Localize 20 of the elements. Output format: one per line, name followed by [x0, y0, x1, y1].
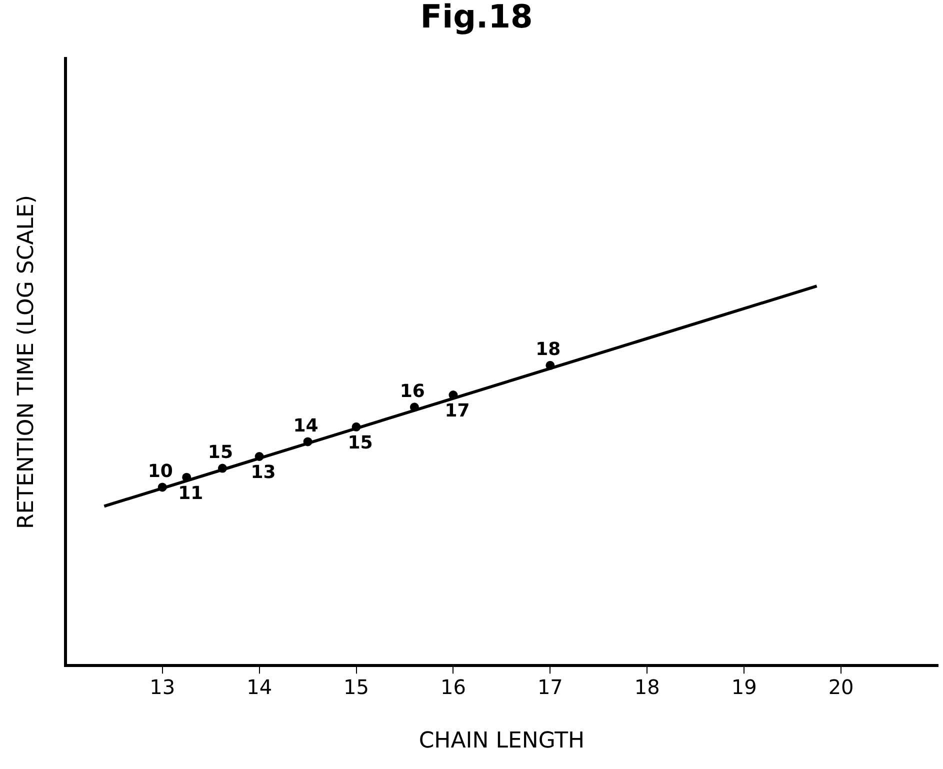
- annotation: 17: [444, 400, 470, 422]
- annotation: 16: [400, 380, 425, 402]
- annotation: 10: [148, 460, 173, 482]
- y-axis-title: RETENTION TIME (LOG SCALE): [14, 194, 39, 530]
- annotation: 14: [293, 415, 318, 436]
- x-tick-label: 16: [440, 674, 466, 699]
- x-tick-label: 20: [828, 674, 854, 699]
- x-tick-label: 19: [731, 674, 757, 699]
- x-tick-label: 14: [246, 674, 272, 699]
- x-tick-label: 15: [344, 674, 369, 699]
- x-tick-label: 13: [150, 674, 176, 699]
- annotation: 15: [208, 442, 233, 463]
- x-tick-label: 18: [634, 674, 660, 699]
- x-tick-label: 17: [537, 674, 563, 699]
- x-axis-title: CHAIN LENGTH: [418, 728, 585, 754]
- annotation: 13: [250, 462, 276, 484]
- chart-title: Fig.18: [420, 0, 533, 36]
- annotation: 18: [536, 339, 561, 360]
- annotation: 11: [178, 483, 204, 504]
- annotation: 15: [348, 432, 373, 454]
